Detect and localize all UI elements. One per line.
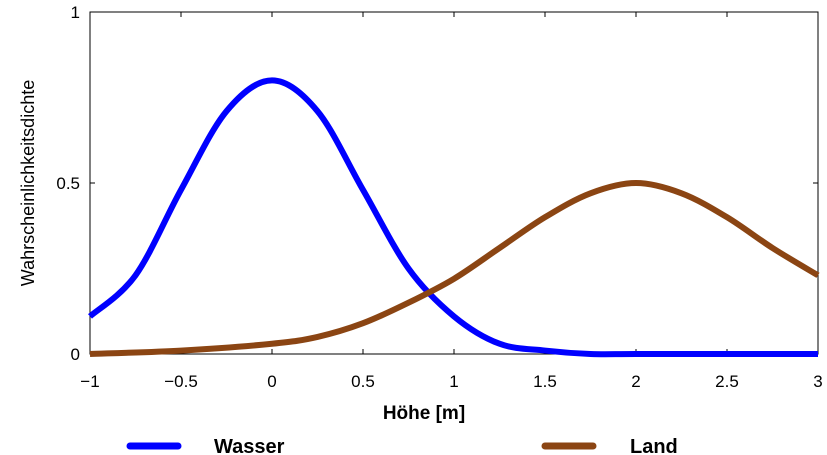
x-tick-label: −0.5 bbox=[164, 372, 198, 391]
y-tick-label: 0.5 bbox=[56, 174, 80, 193]
y-axis-title: Wahrscheinlichkeitsdichte bbox=[18, 80, 38, 286]
legend-label-wasser: Wasser bbox=[214, 436, 285, 455]
x-tick-label: 2.5 bbox=[715, 372, 739, 391]
x-tick-label: 2 bbox=[631, 372, 640, 391]
legend-label-land: Land bbox=[630, 436, 678, 455]
x-tick-labels: −1 −0.5 0 0.5 1 1.5 2 2.5 3 bbox=[80, 372, 822, 391]
x-tick-label: 0.5 bbox=[351, 372, 375, 391]
x-tick-label: 0 bbox=[267, 372, 276, 391]
x-tick-label: 3 bbox=[813, 372, 822, 391]
plot-area bbox=[89, 11, 819, 355]
y-tick-label: 1 bbox=[71, 3, 80, 22]
series-layer bbox=[87, 77, 820, 358]
x-tick-label: −1 bbox=[80, 372, 99, 391]
series-line-land bbox=[89, 180, 820, 357]
x-tick-label: 1.5 bbox=[533, 372, 557, 391]
x-tick-label: 1 bbox=[449, 372, 458, 391]
legend: Wasser Land bbox=[126, 436, 678, 455]
y-tick-labels: 00.51 bbox=[56, 3, 80, 364]
series-line-wasser bbox=[87, 77, 818, 358]
y-tick-label: 0 bbox=[71, 345, 80, 364]
x-axis-title: Höhe [m] bbox=[383, 403, 465, 424]
x-tick-marks bbox=[89, 12, 819, 354]
